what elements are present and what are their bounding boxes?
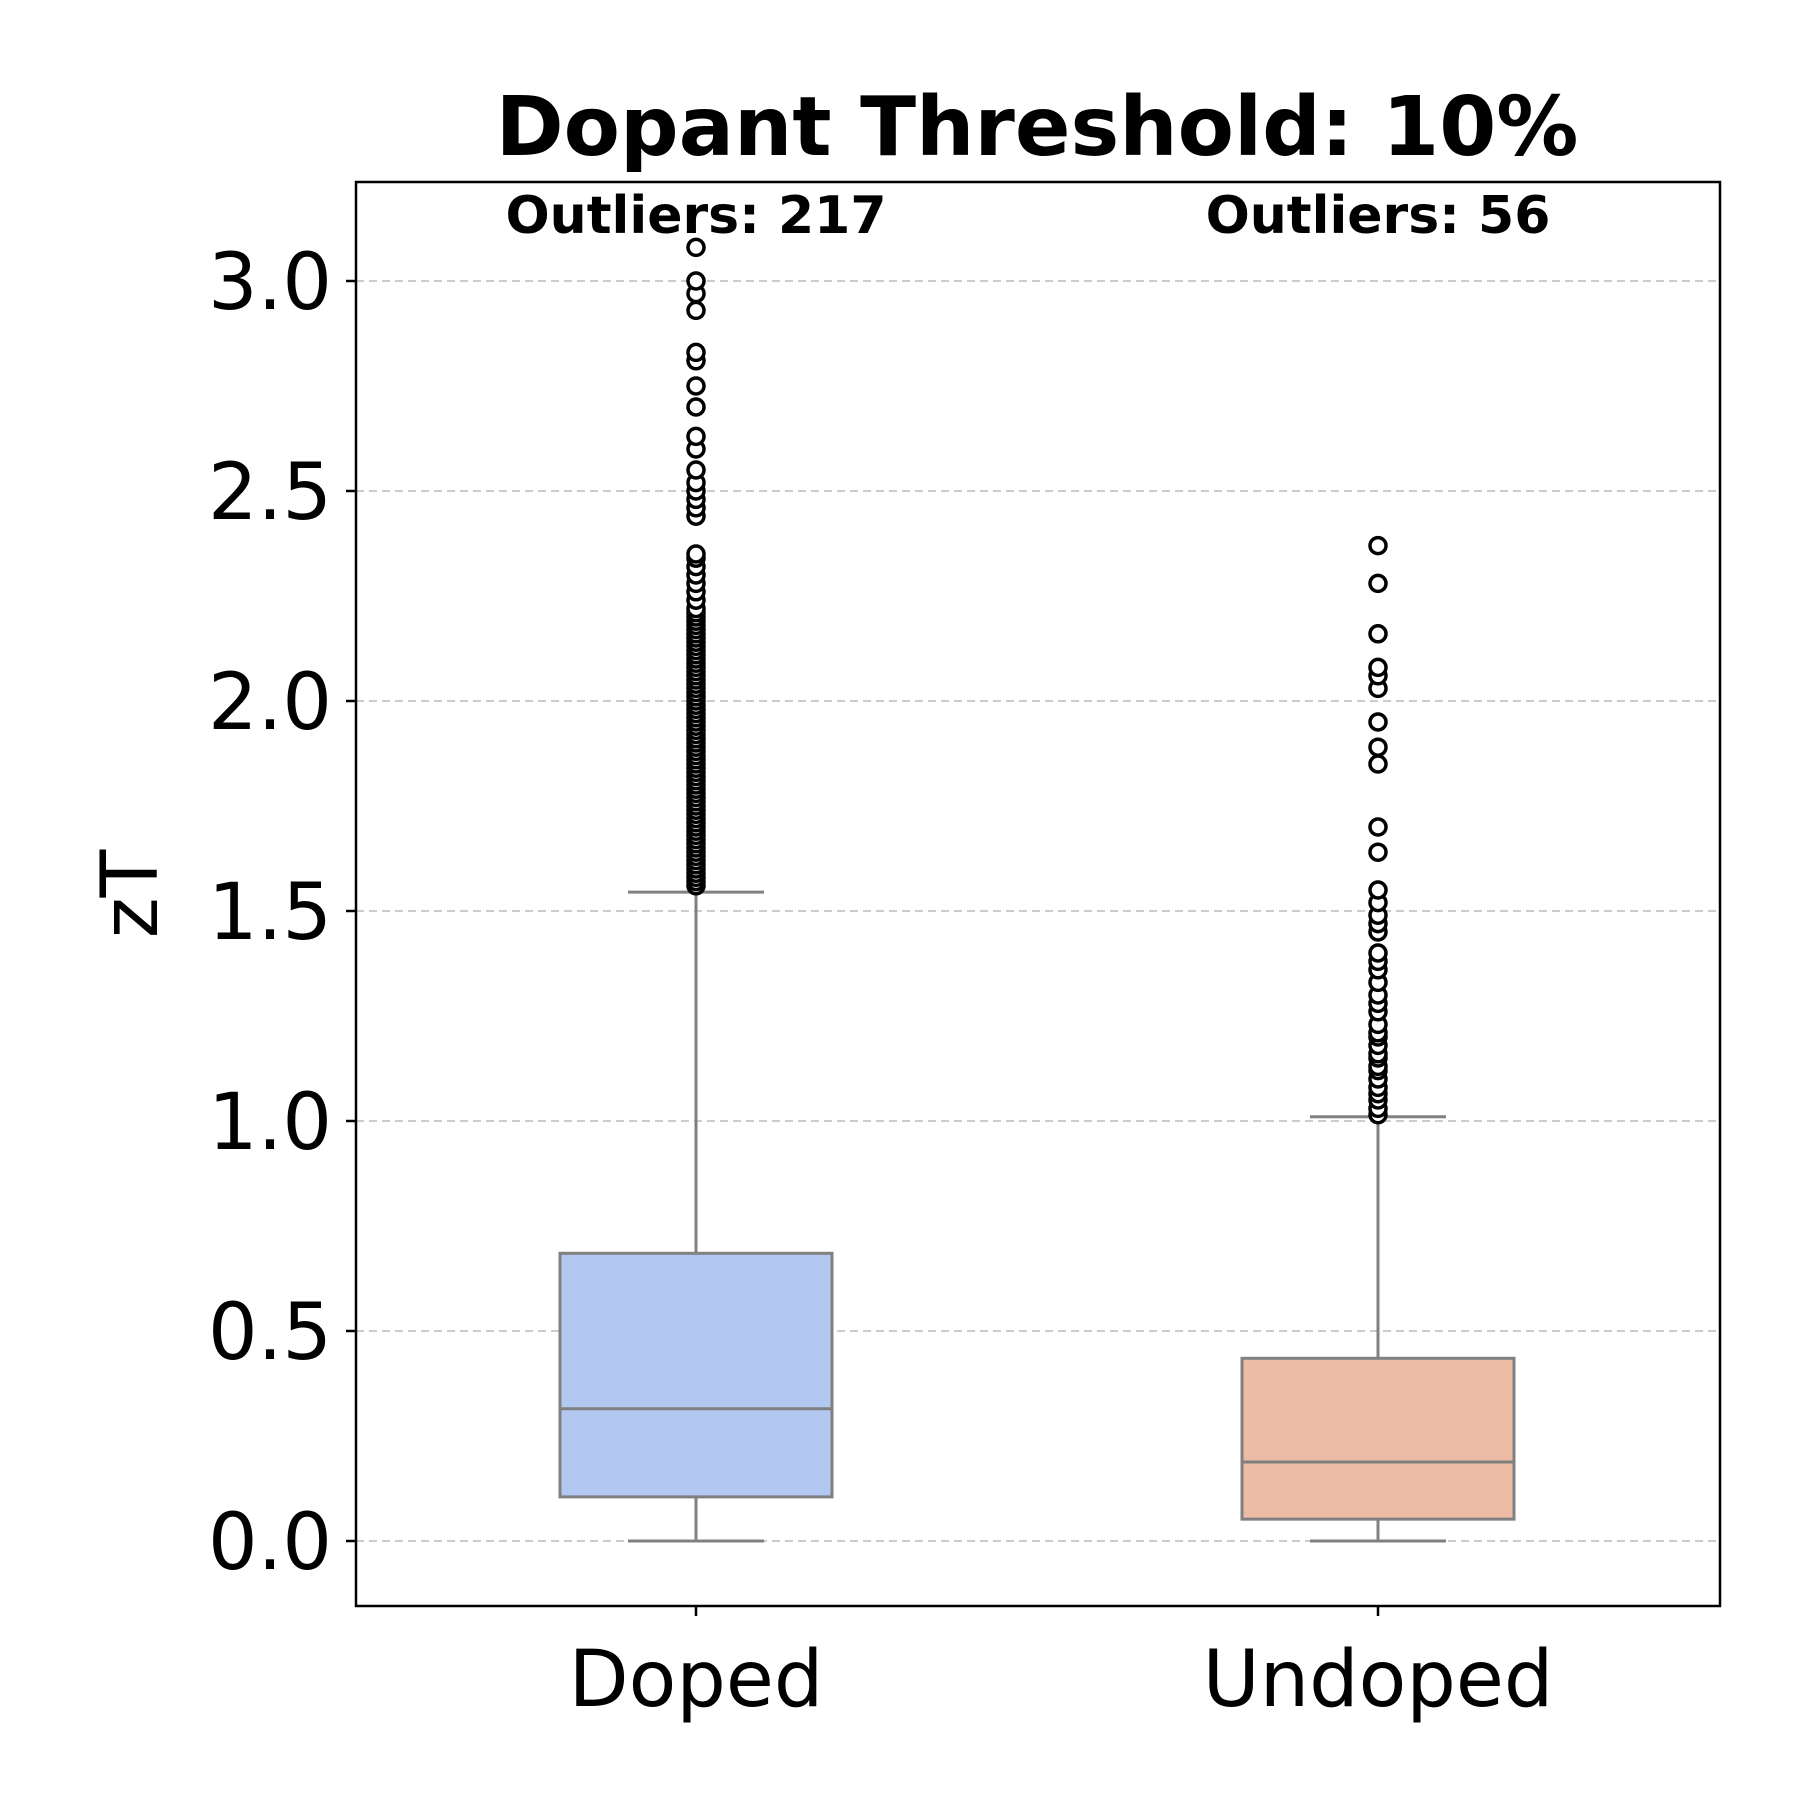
y-tick-label: 3.0 xyxy=(208,238,332,328)
y-tick-label: 0.5 xyxy=(208,1288,332,1378)
outlier-point xyxy=(686,397,706,417)
outlier-points xyxy=(686,237,1388,1125)
outlier-point xyxy=(686,271,706,291)
outlier-point xyxy=(1368,943,1388,963)
x-tick-label: Doped xyxy=(569,1635,824,1725)
y-axis-label: zT xyxy=(86,849,176,938)
outlier-annotations: Outliers: 217 Outliers: 56 xyxy=(505,186,1550,246)
y-tick-label: 2.0 xyxy=(208,658,332,748)
y-tick-label: 1.5 xyxy=(208,868,332,958)
outlier-point xyxy=(686,300,706,321)
outlier-count-label: Outliers: 56 xyxy=(1206,186,1551,246)
outlier-point xyxy=(1368,535,1388,556)
plot-frame xyxy=(354,180,1722,1608)
outlier-point xyxy=(1368,624,1388,644)
y-axis-ticks: 0.0 0.5 1.0 1.5 2.0 2.5 3.0 xyxy=(208,238,356,1588)
outlier-point xyxy=(1368,817,1388,837)
outlier-point xyxy=(686,342,706,363)
x-tick-label: Undoped xyxy=(1203,1635,1554,1725)
outlier-point xyxy=(686,426,706,447)
outlier-point xyxy=(1368,842,1388,862)
y-tick-label: 2.5 xyxy=(208,448,332,538)
box-doped xyxy=(558,1251,834,1499)
outlier-point xyxy=(686,237,706,258)
outlier-point xyxy=(686,544,706,564)
chart-title: Dopant Threshold: 10% xyxy=(496,80,1579,175)
outlier-point xyxy=(686,376,706,396)
outlier-point xyxy=(1368,737,1388,757)
y-tick-label: 0.0 xyxy=(208,1498,332,1588)
y-tick-label: 1.0 xyxy=(208,1078,332,1168)
outlier-point xyxy=(686,460,706,480)
outlier-point xyxy=(1368,573,1388,594)
outlier-point xyxy=(1368,657,1388,678)
outlier-count-label: Outliers: 217 xyxy=(505,186,886,246)
outlier-point xyxy=(1368,880,1388,900)
outlier-point xyxy=(1368,754,1388,774)
outlier-point xyxy=(1368,712,1388,732)
x-axis-ticks: Doped Undoped xyxy=(569,1606,1554,1725)
box-undoped xyxy=(1240,1356,1516,1521)
